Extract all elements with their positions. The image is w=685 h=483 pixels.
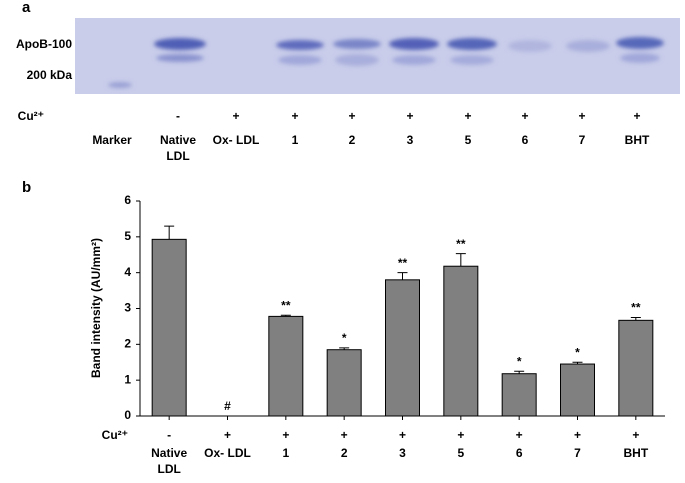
- significance-label: *: [342, 331, 347, 345]
- error-bar: [397, 272, 408, 280]
- cu-sign: +: [521, 109, 528, 123]
- x-tick-label: 7: [574, 446, 581, 460]
- lane-label: BHT: [624, 133, 650, 147]
- bar: [501, 373, 537, 417]
- y-axis-label: Band intensity (AU/mm²): [89, 238, 103, 378]
- bar: [618, 319, 654, 417]
- x-tick-label: 6: [515, 446, 523, 460]
- error-bar: [630, 316, 641, 321]
- cu-label: Cu²⁺: [102, 428, 128, 442]
- error-bar: [164, 225, 175, 240]
- error-bar: [455, 253, 466, 267]
- significance-label: **: [631, 301, 641, 315]
- cu-sign: -: [176, 109, 180, 123]
- cu-sign: +: [574, 428, 581, 442]
- cu-sign: +: [224, 428, 231, 442]
- significance-label: **: [456, 237, 466, 251]
- bar: [326, 349, 362, 417]
- lane-label: Ox- LDL: [212, 133, 260, 147]
- bar: [560, 363, 595, 417]
- error-bar: [339, 347, 350, 350]
- x-tick-label: BHT: [623, 446, 649, 460]
- significance-label: *: [517, 354, 522, 368]
- y-tick-label: 5: [124, 229, 131, 243]
- bar: [268, 315, 304, 417]
- lane-label: Marker: [92, 133, 132, 147]
- lane-label: 2: [348, 133, 356, 147]
- lane-label: 3: [406, 133, 414, 147]
- significance-label: #: [224, 399, 231, 413]
- lane-label: 6: [521, 133, 529, 147]
- cu-sign: +: [406, 109, 413, 123]
- error-bar: [572, 361, 583, 365]
- significance-label: **: [398, 256, 408, 270]
- cu-sign: +: [632, 428, 639, 442]
- cu-sign: +: [633, 109, 640, 123]
- x-tick-label: 5: [457, 446, 465, 460]
- x-tick-label: 1: [282, 446, 290, 460]
- panel-label: a: [22, 0, 31, 16]
- cu-sign: +: [341, 428, 348, 442]
- cu-sign: +: [578, 109, 585, 123]
- cu-sign: +: [291, 109, 298, 123]
- gel-bands: [108, 37, 664, 88]
- cu-sign: +: [348, 109, 355, 123]
- x-tick-label: Ox- LDL: [204, 446, 251, 460]
- x-tick-label: Native LDL: [151, 446, 188, 476]
- cu-sign: +: [282, 428, 289, 442]
- lane-label: 1: [291, 133, 299, 147]
- y-tick-label: 4: [124, 265, 131, 279]
- lane-label: 7: [578, 133, 586, 147]
- x-tick-label: 3: [399, 446, 406, 460]
- panel-label: b: [22, 179, 31, 196]
- x-tick-label: 2: [340, 446, 348, 460]
- error-bar: [514, 370, 525, 374]
- cu-sign: -: [167, 428, 171, 442]
- y-tick-label: 3: [124, 301, 131, 315]
- cu-label: Cu²⁺: [18, 109, 44, 123]
- error-bar: [280, 314, 291, 317]
- lane-label: 5: [464, 133, 472, 147]
- y-tick-label: 0: [124, 408, 131, 422]
- significance-label: **: [281, 298, 291, 312]
- y-tick-label: 2: [124, 337, 131, 351]
- bar: [385, 279, 420, 417]
- bar: [151, 238, 187, 417]
- cu-sign: +: [464, 109, 471, 123]
- band-label: ApoB-100: [16, 37, 72, 51]
- cu-sign: +: [399, 428, 406, 442]
- band-label: 200 kDa: [27, 68, 73, 82]
- cu-sign: +: [232, 109, 239, 123]
- bar: [443, 265, 479, 417]
- y-tick-label: 6: [124, 193, 131, 207]
- cu-sign: +: [457, 428, 464, 442]
- lane-label: Native LDL: [159, 133, 197, 163]
- cu-sign: +: [516, 428, 523, 442]
- y-tick-label: 1: [124, 372, 131, 386]
- significance-label: *: [575, 345, 580, 359]
